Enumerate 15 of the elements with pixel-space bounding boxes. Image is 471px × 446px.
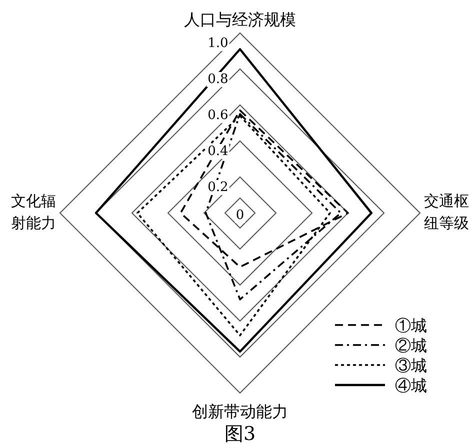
legend-label: ②城 xyxy=(395,336,427,355)
spoke-label: 交通枢纽等级 xyxy=(424,192,469,232)
y-tick-label: 1.0 xyxy=(208,36,228,51)
caption: 图3 xyxy=(224,423,256,445)
legend-label: ①城 xyxy=(395,316,427,335)
y-tick-label: 0.2 xyxy=(208,180,228,195)
legend-label: ④城 xyxy=(395,376,427,395)
spoke-label: 创新带动能力 xyxy=(192,402,288,421)
spoke-label: 文化辐射能力 xyxy=(11,192,56,232)
y-tick-label: 0 xyxy=(236,208,244,223)
y-tick-label: 0.4 xyxy=(208,144,228,159)
legend-label: ③城 xyxy=(395,356,427,375)
y-tick-label: 0.6 xyxy=(208,108,228,123)
y-tick-label: 0.8 xyxy=(208,72,228,87)
spoke-label: 人口与经济规模 xyxy=(184,10,296,29)
